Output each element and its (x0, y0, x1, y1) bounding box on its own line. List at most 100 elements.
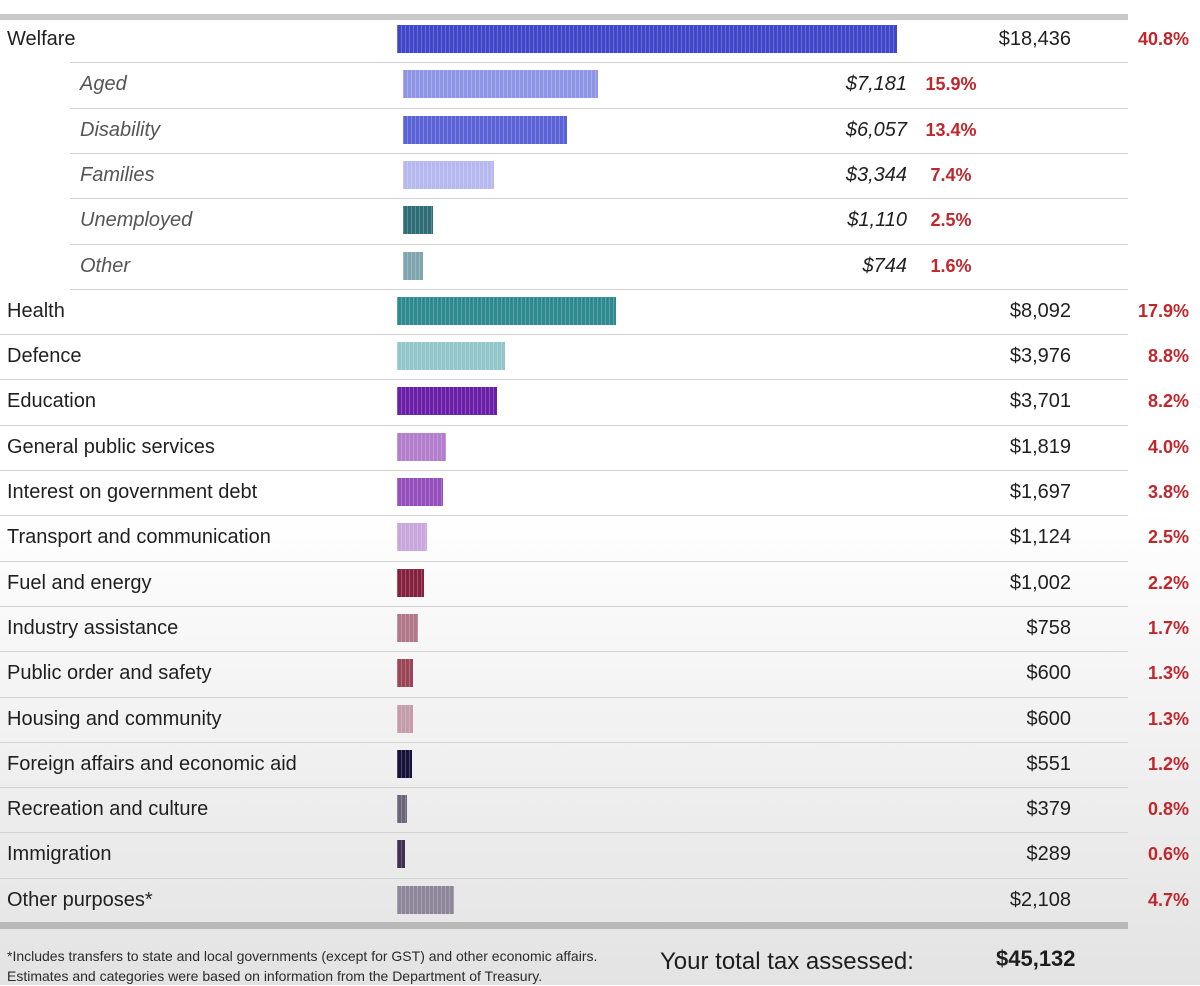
bar-immigration (397, 840, 405, 869)
bar-education (397, 387, 498, 416)
percent-label: 1.2% (1147, 753, 1189, 774)
value-label: $2,108 (1009, 888, 1071, 911)
percent-label: 15.9% (925, 74, 977, 95)
percent-label: 4.0% (1147, 436, 1189, 457)
bar-other (403, 251, 424, 280)
category-label: Industry assistance (7, 616, 179, 639)
value-label: $3,976 (1009, 345, 1071, 368)
value-label: $551 (1026, 752, 1072, 775)
row-separator (70, 243, 1128, 245)
row-separator (0, 832, 1128, 834)
row-separator (0, 741, 1128, 743)
value-label: $600 (1026, 707, 1072, 730)
top-rule (0, 14, 1128, 20)
chart-row-defence: Defence $3,976 8.8% (0, 334, 1200, 379)
row-separator (70, 107, 1128, 109)
chart-row-health: Health $8,092 17.9% (0, 289, 1200, 334)
category-label: Fuel and energy (7, 571, 152, 594)
percent-label: 13.4% (925, 119, 977, 140)
bar-interest-on-government-debt (397, 478, 444, 506)
row-separator (70, 62, 1128, 64)
percent-label: 2.5% (1147, 527, 1189, 548)
chart-row-other-purposes: Other purposes* $2,108 4.7% (0, 878, 1200, 923)
total-value: $45,132 (996, 946, 1076, 971)
category-label: Families (80, 163, 155, 186)
chart-row-education: Education $3,701 8.2% (0, 379, 1200, 424)
row-separator (0, 605, 1128, 607)
value-label: $1,819 (1009, 435, 1071, 458)
bar-public-order-and-safety (397, 659, 414, 688)
footnote-line-2: Estimates and categories were based on i… (7, 968, 543, 984)
bar-recreation-and-culture (397, 795, 408, 824)
bar-families (403, 160, 494, 189)
value-label: $744 (862, 254, 908, 277)
value-label: $1,110 (847, 209, 907, 232)
row-separator (0, 651, 1128, 653)
value-label: $379 (1026, 798, 1072, 821)
category-label: Aged (80, 73, 127, 96)
percent-label: 2.2% (1147, 572, 1189, 593)
bar-fuel-and-energy (397, 568, 425, 597)
percent-label: 2.5% (930, 210, 972, 231)
bar-defence (397, 342, 505, 371)
row-separator (0, 470, 1128, 471)
value-label: $600 (1026, 662, 1072, 685)
value-label: $1,697 (1009, 481, 1071, 503)
category-label: Transport and communication (7, 526, 271, 549)
chart-row-disability: Disability $6,057 13.4% (0, 108, 1200, 153)
value-label: $7,181 (845, 73, 907, 96)
category-label: Recreation and culture (7, 798, 209, 821)
percent-label: 17.9% (1137, 300, 1189, 321)
category-label: Health (7, 299, 65, 322)
chart-row-interest-on-government-debt: Interest on government debt $1,697 3.8% (0, 470, 1200, 515)
value-label: $3,701 (1009, 390, 1071, 413)
chart-row-unemployed: Unemployed $1,110 2.5% (0, 198, 1200, 243)
chart-row-welfare: Welfare $18,436 40.8% (0, 17, 1200, 62)
value-label: $758 (1026, 616, 1072, 639)
bar-welfare (397, 25, 897, 53)
row-separator (0, 515, 1128, 517)
row-separator (0, 424, 1128, 426)
chart-row-recreation-and-culture: Recreation and culture $379 0.8% (0, 787, 1200, 832)
value-label: $8,092 (1009, 299, 1071, 322)
category-label: Other (80, 254, 131, 277)
chart-row-families: Families $3,344 7.4% (0, 153, 1200, 198)
category-label: Foreign affairs and economic aid (7, 752, 297, 775)
row-separator (70, 152, 1128, 154)
chart-row-immigration: Immigration $289 0.6% (0, 832, 1200, 877)
bar-other-purposes (397, 885, 455, 914)
value-label: $1,002 (1009, 571, 1071, 594)
percent-label: 1.3% (1147, 708, 1189, 729)
row-separator (0, 334, 1128, 336)
bar-general-public-services (397, 432, 447, 461)
footnote: *Includes transfers to state and local g… (7, 946, 597, 986)
category-label: Interest on government debt (7, 481, 258, 503)
percent-label: 4.7% (1147, 889, 1189, 910)
value-label: $1,124 (1009, 526, 1071, 549)
chart-row-other: Other $744 1.6% (0, 244, 1200, 289)
percent-label: 8.8% (1147, 346, 1189, 367)
chart-row-foreign-affairs-and-economic-aid: Foreign affairs and economic aid $551 1.2% (0, 742, 1200, 787)
chart-row-housing-and-community: Housing and community $600 1.3% (0, 697, 1200, 742)
percent-label: 1.7% (1147, 617, 1189, 638)
value-label: $289 (1026, 843, 1072, 866)
bar-disability (403, 115, 568, 144)
row-separator (70, 288, 1128, 290)
chart-row-transport-and-communication: Transport and communication $1,124 2.5% (0, 515, 1200, 560)
bar-foreign-affairs-and-economic-aid (397, 749, 412, 778)
row-separator (0, 877, 1128, 879)
chart-row-fuel-and-energy: Fuel and energy $1,002 2.2% (0, 561, 1200, 606)
category-label: Defence (7, 345, 82, 368)
bar-aged (403, 70, 598, 99)
percent-label: 7.4% (930, 164, 972, 185)
row-separator (0, 787, 1128, 789)
percent-label: 1.6% (930, 255, 972, 276)
chart-row-general-public-services: General public services $1,819 4.0% (0, 425, 1200, 470)
category-label: Disability (80, 118, 161, 141)
category-label: Education (7, 390, 96, 413)
percent-label: 40.8% (1137, 29, 1189, 49)
value-label: $18,436 (998, 28, 1071, 50)
row-separator (0, 379, 1128, 381)
bottom-rule (0, 922, 1128, 929)
